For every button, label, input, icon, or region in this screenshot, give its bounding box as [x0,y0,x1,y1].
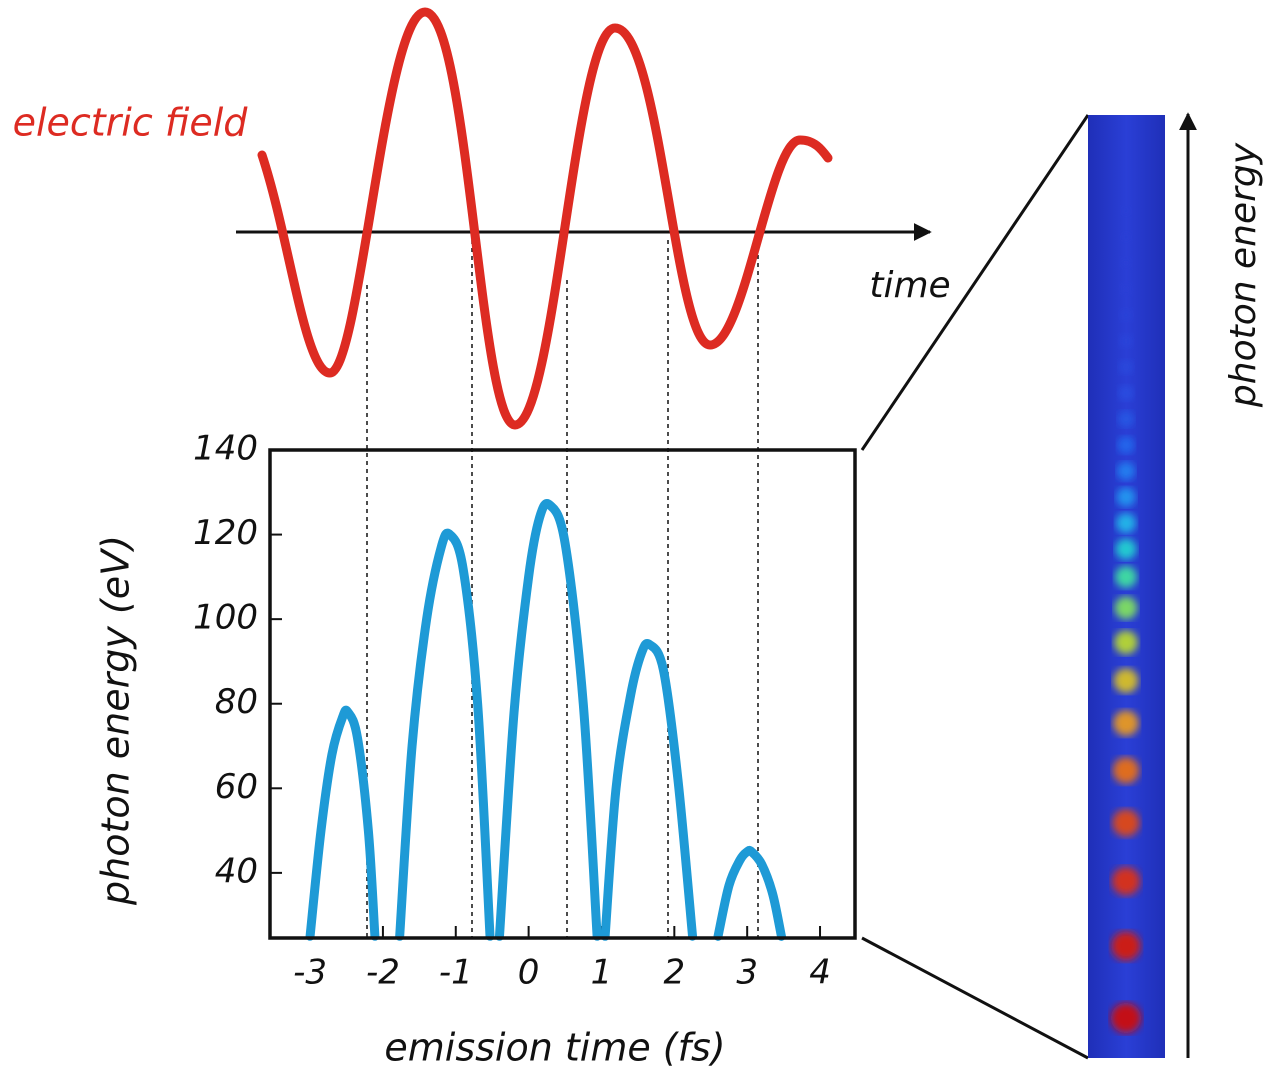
spot [1118,385,1134,401]
y-tick-label: 40 [215,851,258,891]
spot [1115,597,1138,620]
energy-curve [499,503,597,936]
y-tick-label: 100 [193,598,258,638]
spot [1119,334,1133,348]
x-tick-label: 3 [736,953,758,993]
figure: electric field time photon energy emissi… [0,0,1268,1074]
spot [1112,867,1140,895]
spot [1121,206,1131,216]
zoom-line [862,938,1088,1058]
x-tick-label: -2 [366,953,400,993]
spot [1116,513,1136,533]
spot [1117,462,1135,480]
guides [367,240,758,938]
y-tick-label: 80 [215,682,258,722]
time-label: time [869,265,950,306]
energy-curve [718,850,781,936]
detector-label: photon energy [1223,142,1264,408]
spot [1119,360,1134,375]
x-axis-label: emission time (fs) [384,1026,725,1070]
spot [1115,566,1137,588]
energy-curve [400,533,490,936]
x-tick-label: 0 [518,953,540,993]
spot [1116,487,1135,506]
spot [1117,436,1134,453]
spot [1111,1003,1141,1033]
x-tick-label: 1 [591,953,613,993]
x-tick-label: 2 [664,953,686,993]
field-label: electric field [13,101,249,145]
energy-curve [310,710,375,936]
x-tick-label: 4 [809,953,831,993]
y-tick-label: 140 [193,429,258,469]
y-tick-label: 120 [193,513,258,553]
spot [1111,931,1140,960]
spot [1112,809,1139,836]
spot [1121,232,1131,242]
spot [1114,631,1138,655]
x-tick-label: -3 [293,953,327,993]
spot [1113,710,1139,736]
field-curve [262,12,828,425]
spot [1120,283,1132,295]
spot [1118,411,1135,428]
plot [270,450,820,938]
spot [1120,257,1131,268]
spot [1120,309,1133,322]
x-tick-label: -1 [439,953,473,993]
y-tick-label: 60 [215,767,258,807]
spot [1113,757,1139,783]
spot [1114,668,1139,693]
y-axis-label: photon energy (eV) [94,535,138,906]
energy-curve [605,643,692,936]
spot [1116,539,1137,560]
